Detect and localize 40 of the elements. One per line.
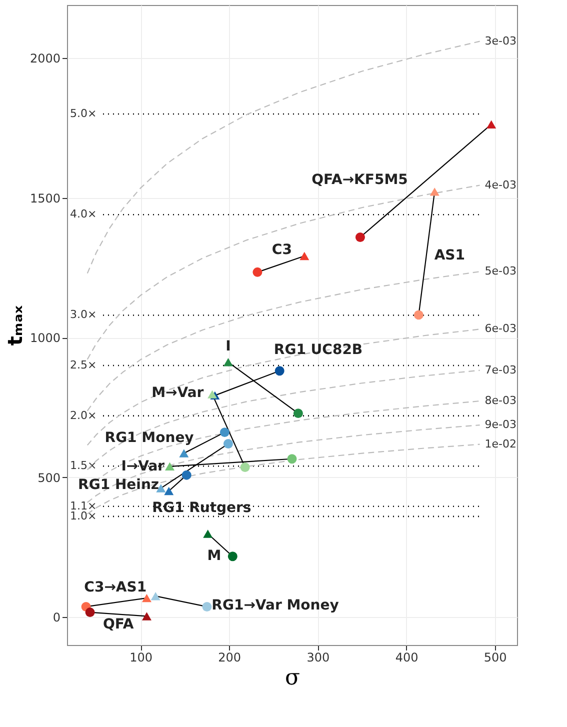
y-tick-label: 2000 xyxy=(30,52,60,66)
y-tick-label: 1500 xyxy=(30,191,60,206)
ref-line-label: 1.5× xyxy=(70,459,97,472)
ref-line-label: 2.5× xyxy=(70,358,97,372)
y-tick-label: 1000 xyxy=(30,331,60,346)
series-label: I xyxy=(226,338,231,355)
ref-line-label: 4.0× xyxy=(70,208,97,221)
series-label: RG1 UC82B xyxy=(274,342,363,358)
series-label: AS1 xyxy=(434,247,465,264)
series-label: 1e-02 xyxy=(484,437,517,450)
series-label: QFA→KF5M5 xyxy=(312,172,408,188)
series-label: QFA xyxy=(103,616,134,632)
series-label: M→Var xyxy=(152,384,204,401)
series-label: RG1 Rutgers xyxy=(152,500,252,516)
series-label: M xyxy=(207,548,222,564)
x-axis-title: σ xyxy=(284,666,300,690)
series-label: RG1 Money xyxy=(104,430,194,446)
series-label: 3e-03 xyxy=(484,34,517,48)
ref-line-label: 2.0× xyxy=(70,408,97,422)
series-label: 7e-03 xyxy=(484,363,517,376)
y-tick-label: 500 xyxy=(38,470,60,485)
series-label: RG1 Heinz xyxy=(78,476,160,493)
x-tick-label: 100 xyxy=(130,650,152,664)
series-label: 5e-03 xyxy=(484,264,517,278)
x-tick-label: 200 xyxy=(218,650,242,664)
y-tick-label: 0 xyxy=(52,610,60,625)
series-label: 6e-03 xyxy=(484,322,517,336)
series-label: 4e-03 xyxy=(484,178,517,192)
x-tick-label: 500 xyxy=(484,650,507,664)
series-label: C3 xyxy=(272,242,292,258)
y-axis-title: tₘₐₓ xyxy=(2,304,27,346)
ref-line-label: 3.0× xyxy=(70,308,97,322)
series-label: 8e-03 xyxy=(484,394,517,408)
x-tick-label: 400 xyxy=(395,650,418,664)
ref-line-label: 5.0× xyxy=(70,106,97,120)
series-label: 9e-03 xyxy=(484,418,517,432)
series-label: I→Var xyxy=(121,458,165,475)
series-label: RG1→Var Money xyxy=(212,597,339,614)
series-label: C3→AS1 xyxy=(84,579,147,596)
x-tick-label: 300 xyxy=(306,650,330,664)
